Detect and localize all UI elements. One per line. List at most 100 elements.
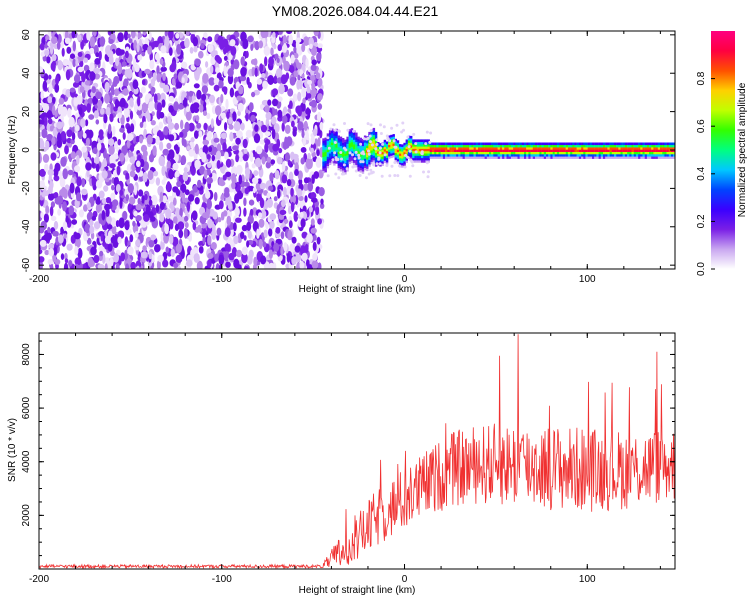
heatmap-noise-cell (254, 124, 259, 132)
heatmap-noise-cell (184, 37, 190, 49)
heatmap-noise-cell (370, 143, 374, 147)
heatmap-signal-cell (385, 146, 389, 149)
heatmap-noise-cell (336, 158, 340, 161)
heatmap-signal-cell (381, 149, 384, 153)
heatmap-signal-cell (471, 144, 474, 148)
heatmap-noise-cell (248, 199, 255, 206)
heatmap-signal-cell (414, 148, 417, 152)
heatmap-signal-cell (326, 140, 330, 143)
heatmap-noise-cell (237, 237, 242, 244)
heatmap-signal-cell (331, 153, 334, 157)
heatmap-noise-cell (352, 129, 355, 133)
heatmap-signal-cell (504, 156, 507, 159)
heatmap-noise-cell (124, 50, 129, 59)
heatmap-signal-cell (407, 147, 411, 150)
heatmap-signal-cell (497, 156, 501, 159)
heatmap-noise-cell (301, 43, 306, 52)
heatmap-noise-cell (147, 170, 154, 181)
heatmap-signal-cell (655, 142, 658, 146)
heatmap-signal-cell (372, 157, 376, 161)
heatmap-signal-cell (491, 149, 494, 152)
heatmap-noise-cell (202, 139, 210, 146)
heatmap-signal-cell (660, 144, 663, 148)
heatmap-signal-cell (350, 137, 354, 140)
heatmap-noise-cell (86, 202, 91, 209)
heatmap-signal-cell (486, 147, 490, 150)
heatmap-signal-cell (627, 151, 630, 155)
heatmap-signal-cell (537, 149, 540, 152)
heatmap-signal-cell (469, 144, 472, 148)
heatmap-signal-cell (377, 146, 380, 150)
heatmap-signal-cell (453, 156, 457, 159)
heatmap-signal-cell (524, 144, 527, 148)
heatmap-noise-cell (188, 149, 195, 157)
heatmap-signal-cell (655, 154, 658, 157)
heatmap-noise-cell (390, 164, 394, 168)
heatmap-noise-cell (261, 73, 266, 78)
heatmap-signal-cell (363, 149, 367, 152)
heatmap-signal-cell (532, 144, 536, 148)
heatmap-signal-cell (370, 161, 373, 165)
heatmap-signal-cell (482, 154, 485, 157)
colorbar-tick-label: 0.8 (696, 71, 707, 85)
heatmap-signal-cell (383, 151, 387, 154)
heatmap-signal-cell (335, 151, 338, 155)
heatmap-noise-cell (122, 132, 126, 140)
heatmap-noise-cell (408, 174, 412, 178)
heatmap-signal-cell (493, 149, 496, 152)
heatmap-noise-cell (245, 50, 249, 59)
heatmap-noise-cell (375, 138, 379, 142)
heatmap-signal-cell (414, 157, 417, 161)
heatmap-signal-cell (438, 156, 441, 159)
heatmap-noise-cell (212, 211, 218, 220)
heatmap-noise-cell (290, 152, 295, 159)
heatmap-noise-cell (155, 177, 161, 186)
heatmap-noise-cell (316, 52, 322, 62)
heatmap-noise-cell (150, 120, 156, 126)
heatmap-noise-cell (277, 116, 283, 122)
heatmap-signal-cell (524, 151, 527, 155)
heatmap-signal-cell (475, 149, 479, 152)
heatmap-noise-cell (231, 181, 236, 190)
heatmap-noise-cell (142, 171, 148, 183)
spectrogram-xtick-label: 100 (579, 274, 596, 285)
heatmap-signal-cell (491, 142, 494, 146)
heatmap-signal-cell (436, 151, 439, 155)
heatmap-noise-cell (140, 86, 146, 94)
heatmap-signal-cell (559, 144, 562, 148)
heatmap-signal-cell (493, 156, 496, 159)
heatmap-signal-cell (541, 149, 544, 152)
heatmap-noise-cell (86, 102, 91, 113)
heatmap-signal-cell (431, 147, 435, 150)
heatmap-signal-cell (324, 151, 327, 154)
heatmap-signal-cell (370, 159, 373, 162)
heatmap-signal-cell (326, 133, 330, 136)
heatmap-signal-cell (524, 142, 527, 146)
heatmap-signal-cell (493, 142, 496, 146)
heatmap-signal-cell (611, 142, 615, 146)
heatmap-noise-cell (264, 131, 271, 137)
heatmap-signal-cell (453, 149, 457, 152)
heatmap-noise-cell (309, 101, 315, 107)
heatmap-signal-cell (556, 154, 560, 157)
heatmap-signal-cell (445, 156, 448, 159)
heatmap-noise-cell (81, 72, 86, 83)
heatmap-noise-cell (224, 243, 231, 252)
heatmap-noise-cell (404, 153, 408, 157)
heatmap-noise-cell (173, 73, 178, 80)
heatmap-noise-cell (95, 52, 100, 58)
heatmap-signal-cell (401, 158, 404, 161)
heatmap-signal-cell (594, 142, 597, 146)
heatmap-noise-cell (199, 104, 204, 113)
heatmap-signal-cell (324, 158, 327, 161)
heatmap-signal-cell (567, 142, 571, 146)
heatmap-signal-cell (381, 147, 384, 150)
heatmap-signal-cell (578, 149, 582, 152)
heatmap-noise-cell (411, 164, 415, 168)
heatmap-signal-cell (337, 140, 340, 143)
heatmap-noise-cell (115, 47, 122, 56)
heatmap-signal-cell (467, 142, 470, 146)
heatmap-signal-cell (464, 149, 468, 152)
heatmap-signal-cell (442, 154, 446, 157)
heatmap-signal-cell (644, 151, 648, 155)
